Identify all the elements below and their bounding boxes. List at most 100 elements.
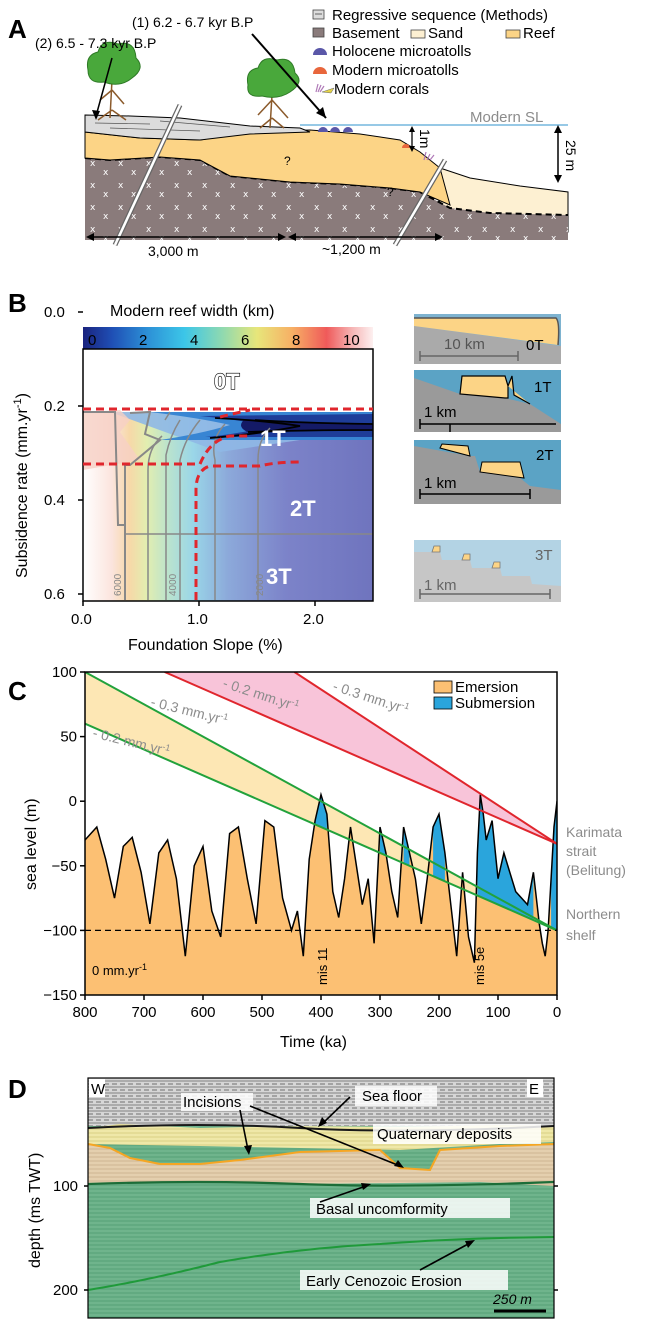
panel-b-ylabel-main: Subsidence rate (mm.yr bbox=[14, 407, 31, 578]
legend-basement-swatch bbox=[312, 27, 325, 38]
scale-bar-label: 250 m bbox=[492, 1291, 532, 1307]
legend-submersion: Submersion bbox=[455, 695, 535, 712]
contour-label-6000: 6000 bbox=[113, 573, 124, 596]
one-m-label: 1m bbox=[417, 129, 433, 148]
zero-rate-label: 0 mm.yr-1 bbox=[92, 962, 147, 978]
cross-section: (1) 6.2 - 6.7 kyr B.P (2) 6.5 - 7.3 kyr … bbox=[35, 14, 579, 259]
modern-microatoll bbox=[402, 144, 410, 148]
panel-b-ylabel-sup: -1 bbox=[12, 398, 24, 408]
region-2t: 2T bbox=[290, 496, 316, 521]
holocene-microatolls bbox=[318, 127, 353, 132]
northern-line2: shelf bbox=[566, 927, 596, 943]
legend-modern-micro: Modern microatolls bbox=[332, 62, 459, 79]
sketch-1t: 1T 1 km bbox=[414, 370, 561, 432]
panel-b-xtick: 1.0 bbox=[187, 611, 208, 628]
east-label: E bbox=[529, 1081, 539, 1098]
water-column-noise bbox=[88, 1078, 554, 1126]
panel-c-x-ticks: 800 700 600 500 400 300 200 100 0 bbox=[72, 995, 561, 1021]
age1-label: (1) 6.2 - 6.7 kyr B.P bbox=[132, 14, 253, 30]
sketch-1t-scale: 1 km bbox=[424, 404, 457, 421]
panel-b-xtick: 2.0 bbox=[303, 611, 324, 628]
panel-b-x-ticks: 0.0 1.0 2.0 bbox=[71, 601, 324, 628]
panel-d: D W E Sea floor Incisions Quaternary dep… bbox=[8, 1074, 558, 1319]
panel-a-letter: A bbox=[8, 14, 27, 44]
incision-fill bbox=[88, 1144, 554, 1186]
panel-c-xlabel: Time (ka) bbox=[280, 1034, 347, 1051]
panel-d-y-ticks: 100 200 bbox=[53, 1178, 558, 1299]
colorbar-tick: 0 bbox=[88, 332, 96, 349]
rate-label-a-sup: -1 bbox=[219, 711, 229, 723]
sketch-0t: 0T 10 km bbox=[414, 314, 561, 364]
sketch-2t-scale: 1 km bbox=[424, 475, 457, 492]
colorbar-tick: 6 bbox=[241, 332, 249, 349]
panel-a: A Regressive sequence (Methods) Basement… bbox=[8, 7, 579, 259]
panel-b-ylabel-end: ) bbox=[14, 393, 31, 398]
colorbar-tick: 2 bbox=[139, 332, 147, 349]
legend-basement: Basement bbox=[332, 25, 400, 42]
panel-c-xtick: 0 bbox=[553, 1004, 561, 1021]
quaternary-label: Quaternary deposits bbox=[377, 1126, 512, 1143]
modern-microatoll-icon bbox=[313, 67, 327, 74]
legend-modern-corals: Modern corals bbox=[334, 81, 429, 98]
modern-sl-label: Modern SL bbox=[470, 109, 543, 126]
panel-d-ylabel: depth (ms TWT) bbox=[27, 1153, 44, 1268]
legend-sand-swatch bbox=[410, 29, 426, 39]
panel-c-xtick: 400 bbox=[308, 1004, 333, 1021]
age1-arrow bbox=[251, 33, 327, 119]
colorbar-tick: 10 bbox=[343, 332, 360, 349]
legend-holocene: Holocene microatolls bbox=[332, 43, 471, 60]
sketch-2t-label: 2T bbox=[536, 447, 554, 464]
holocene-microatoll-icon bbox=[313, 48, 327, 55]
karimata-line1: Karimata bbox=[566, 824, 622, 840]
region-1t: 1T bbox=[260, 426, 286, 451]
tree-1-icon bbox=[87, 41, 141, 121]
rate-lines bbox=[85, 672, 557, 932]
sketch-3t-scale: 1 km bbox=[424, 577, 457, 594]
panel-b-axes bbox=[82, 348, 374, 602]
rate-line bbox=[85, 672, 557, 932]
dist1-label: 3,000 m bbox=[148, 243, 199, 259]
panel-c-xtick: 500 bbox=[249, 1004, 274, 1021]
panel-c-ytick: −150 bbox=[43, 987, 77, 1004]
question-mark-1: ? bbox=[284, 154, 291, 168]
legend-submersion-swatch bbox=[433, 696, 453, 710]
panel-c-xtick: 600 bbox=[190, 1004, 215, 1021]
question-mark-2: ? bbox=[387, 185, 394, 199]
panel-c-ytick: −50 bbox=[52, 858, 77, 875]
panel-b: B Modern reef width (km) 0 2 4 6 8 10 bbox=[8, 288, 561, 654]
legend-regressive-swatch bbox=[312, 9, 325, 20]
panel-c-ytick: 0 bbox=[69, 793, 77, 810]
contour-label-4000: 4000 bbox=[168, 573, 179, 596]
mis-5e-label: mis 5e bbox=[472, 947, 487, 985]
panel-b-xtick: 0.0 bbox=[71, 611, 92, 628]
colorbar-tick: 4 bbox=[190, 332, 198, 349]
colorbar-title: Modern reef width (km) bbox=[110, 303, 275, 320]
panel-b-ytick: 0.4 bbox=[44, 492, 65, 509]
legend-sand: Sand bbox=[428, 25, 463, 42]
rate-label-b-sup: -1 bbox=[161, 742, 171, 754]
rate-label-d-sup: -1 bbox=[290, 697, 301, 709]
panel-b-ylabel: Subsidence rate (mm.yr-1) bbox=[12, 393, 31, 578]
rate-label-c-sup: -1 bbox=[400, 700, 411, 712]
west-label: W bbox=[91, 1081, 106, 1098]
karimata-line3: (Belitung) bbox=[566, 862, 626, 878]
reef-width-heatmap bbox=[83, 349, 373, 601]
legend-emersion: Emersion bbox=[455, 679, 518, 696]
colorbar bbox=[83, 327, 373, 349]
mis-11-label: mis 11 bbox=[315, 948, 330, 985]
panel-d-ytick-200: 200 bbox=[53, 1282, 78, 1299]
colorbar-tick: 8 bbox=[292, 332, 300, 349]
panel-b-ytick: 0.6 bbox=[44, 586, 65, 603]
sea-level-curve bbox=[85, 791, 557, 963]
basement-body bbox=[85, 157, 568, 240]
contour-label-2000: 2000 bbox=[255, 573, 266, 596]
zero-rate-sup: -1 bbox=[139, 962, 147, 972]
age2-label: (2) 6.5 - 7.3 kyr B.P bbox=[35, 35, 156, 51]
panel-d-frame bbox=[87, 1077, 555, 1319]
panel-d-letter: D bbox=[8, 1074, 27, 1104]
panel-c-xtick: 700 bbox=[131, 1004, 156, 1021]
panel-c-xtick: 800 bbox=[72, 1004, 97, 1021]
region-0t: 0T bbox=[214, 369, 240, 394]
rate-line bbox=[293, 672, 557, 845]
